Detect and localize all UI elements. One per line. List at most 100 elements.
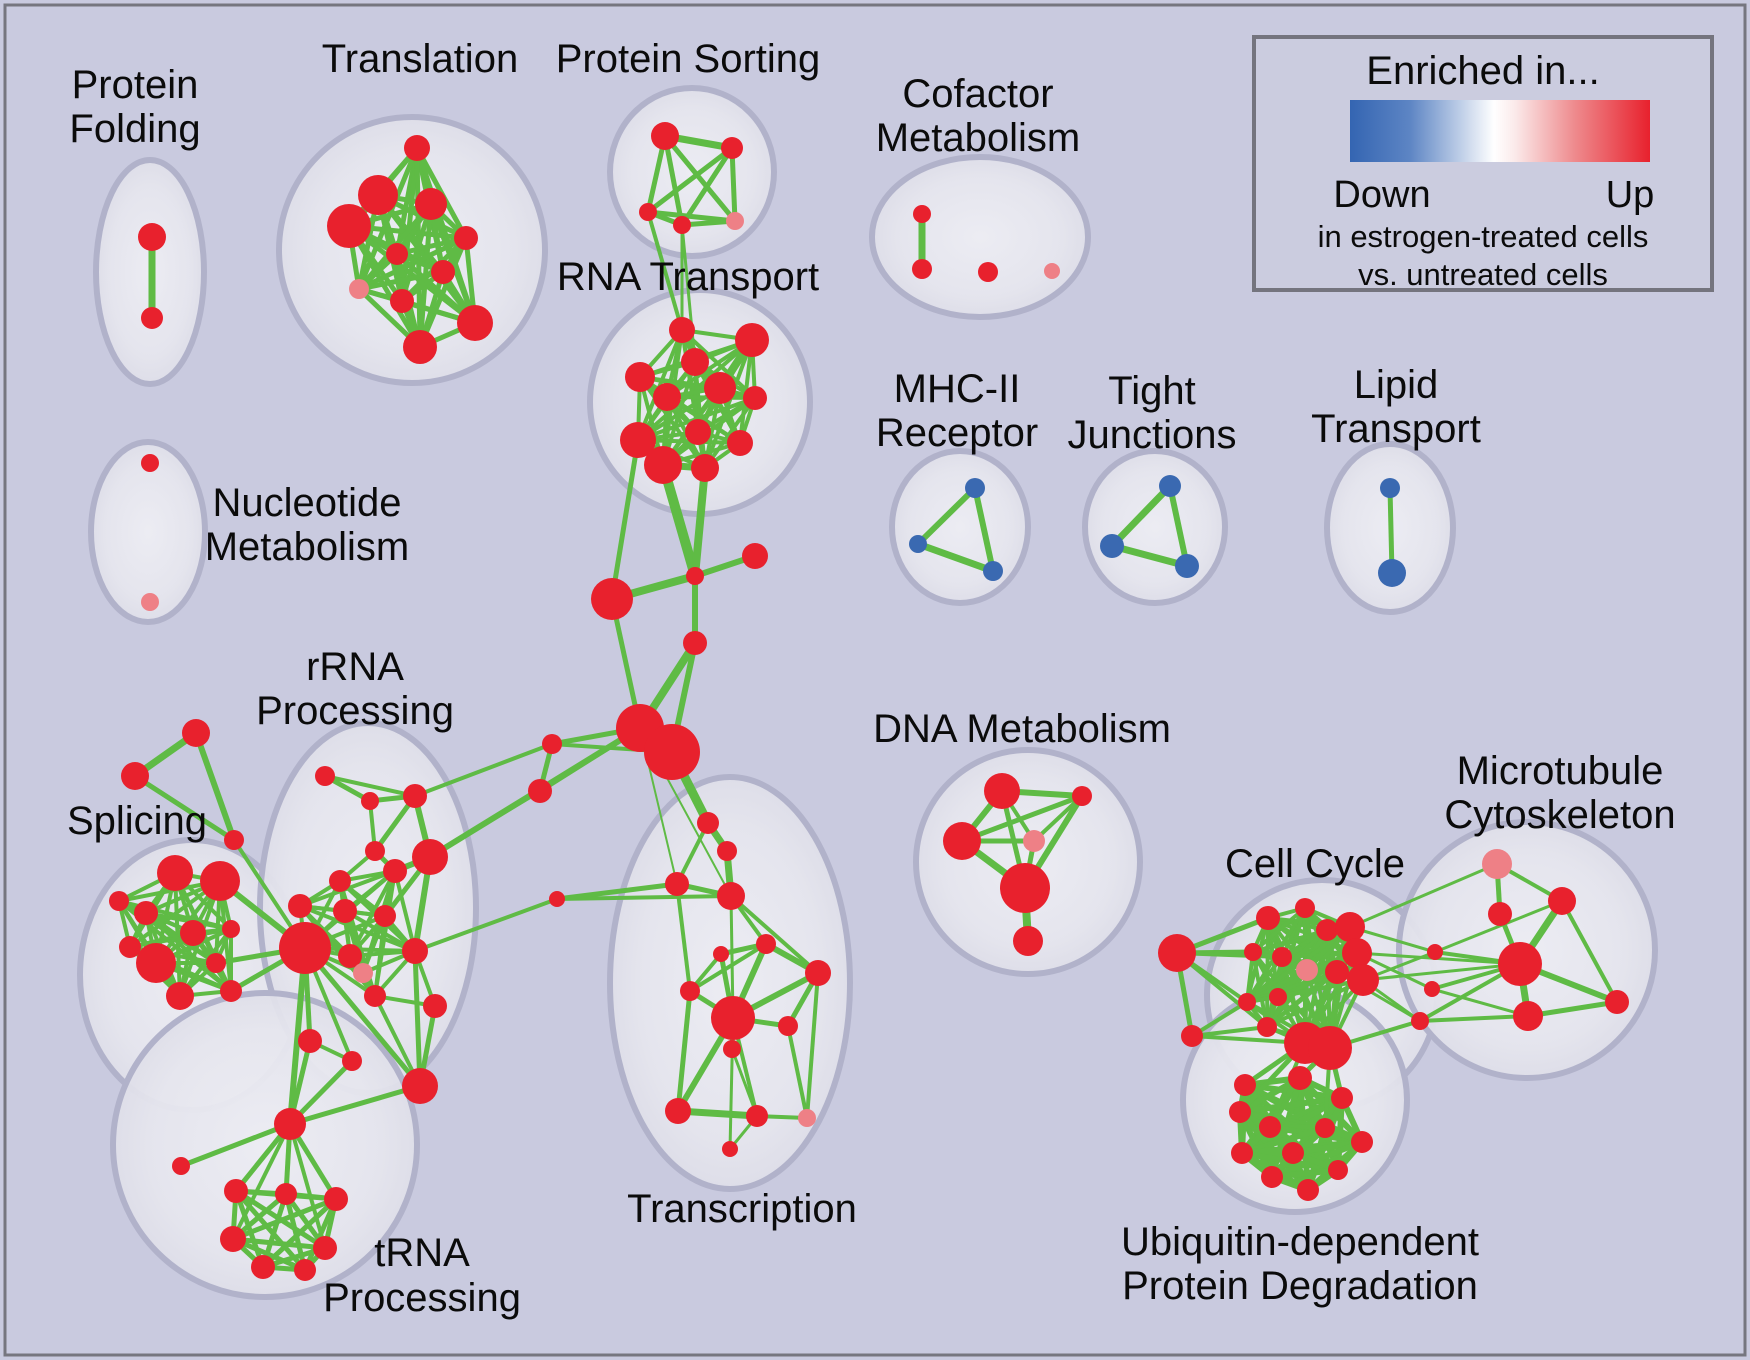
node-trna_processing-hub: [274, 1108, 306, 1140]
node-rrna_processing-h: [288, 894, 312, 918]
edge-rrna_processing.j-rrna_processing.n: [373, 915, 387, 997]
edge-rrna_processing.l-rrna_processing.r: [412, 950, 423, 1087]
edge-lipid_transport.a-lipid_transport.b: [1387, 487, 1395, 574]
node-microtubule_cytoskeleton-b: [1488, 902, 1512, 926]
label-rna_transport: RNA Transport: [557, 255, 819, 299]
node-ubiquitin_degradation-g: [1351, 1131, 1373, 1153]
edge-transcription.c-transcription.g: [675, 883, 692, 992]
edge-hub.i-transcription.d: [556, 894, 732, 901]
node-ubiquitin_degradation-f: [1315, 1118, 1335, 1138]
node-translation-d: [415, 188, 447, 220]
cluster-tight_junctions: [1082, 448, 1228, 606]
edge-protein_sorting.d-rna_transport.d: [680, 224, 697, 363]
node-splicing-f: [119, 936, 141, 958]
node-protein_sorting-d: [673, 216, 691, 234]
node-rrna_processing-p: [298, 1029, 322, 1053]
edge-rrna_processing.f-rrna_processing.l: [393, 870, 417, 952]
edge-ubiquitin_degradation.j-ubiquitin_degradation.k: [1271, 1167, 1339, 1180]
node-rna_transport-c: [625, 362, 655, 392]
node-trna_processing-r4: [220, 1226, 246, 1252]
edge-trna_processing.r3-trna_processing.r4: [232, 1196, 337, 1242]
node-ubiquitin_degradation-c: [1331, 1087, 1353, 1109]
node-protein_folding-b: [141, 307, 163, 329]
edge-tight_junctions.b-tight_junctions.c: [1111, 542, 1188, 570]
node-hub-c: [742, 543, 768, 569]
node-cell_cycle-j: [1347, 964, 1379, 996]
node-rrna_processing-g: [412, 839, 448, 875]
edge-trna_processing.hub-trna_processing.iso: [180, 1121, 291, 1169]
node-transcription-d: [717, 882, 745, 910]
node-nucleotide_metabolism-a: [141, 454, 159, 472]
node-tight_junctions-a: [1159, 475, 1181, 497]
node-microtubule_cytoskeleton-x2: [1424, 981, 1440, 997]
label-trna_processing: tRNA Processing: [323, 1231, 521, 1320]
edge-translation.e-translation.h: [357, 235, 468, 292]
edge-cell_cycle.s1-cell_cycle.m: [1191, 1025, 1268, 1038]
node-rrna_processing-f: [383, 859, 407, 883]
label-cell_cycle: Cell Cycle: [1225, 842, 1405, 886]
edge-hub.i-transcription.c: [556, 881, 678, 902]
node-nucleotide_metabolism-b: [141, 593, 159, 611]
node-cell_cycle-m: [1257, 1017, 1277, 1037]
edge-rrna_processing.a-rrna_processing.c: [324, 774, 416, 798]
node-microtubule_cytoskeleton-x1: [1427, 944, 1443, 960]
node-hub-h: [528, 779, 552, 803]
node-transcription-o: [722, 1141, 738, 1157]
node-dna_metabolism-e: [1000, 863, 1050, 913]
edge-cell_cycle.j-microtubule_cytoskeleton.hub: [1362, 962, 1521, 982]
node-microtubule_cytoskeleton-d: [1513, 1001, 1543, 1031]
node-splicing-t3: [224, 830, 244, 850]
node-rrna_processing-e: [329, 870, 351, 892]
edge-trna_processing.r4-trna_processing.r5: [232, 1236, 326, 1251]
node-tight_junctions-c: [1175, 554, 1199, 578]
cluster-labels-layer: Protein Folding Translation Protein Sorting…: [67, 37, 1676, 1320]
node-protein_sorting-e: [726, 212, 744, 230]
node-cofactor_metabolism-d: [1044, 263, 1060, 279]
node-hub-i: [549, 891, 565, 907]
node-splicing-j: [220, 980, 242, 1002]
node-splicing-b: [200, 861, 240, 901]
node-rrna_processing-k: [338, 944, 362, 968]
node-cofactor_metabolism-b: [912, 259, 932, 279]
node-mhc_ii_receptor-c: [983, 561, 1003, 581]
node-transcription-c: [665, 872, 689, 896]
legend-gradient-bar: [1350, 100, 1650, 162]
node-protein_sorting-a: [651, 122, 679, 150]
edge-rrna_processing.hub-rrna_processing.r: [303, 946, 422, 1088]
label-rrna_processing: rRNA Processing: [256, 645, 454, 733]
edge-rna_transport.i-hub.b: [609, 439, 641, 600]
node-translation-j: [457, 305, 493, 341]
edge-tight_junctions.a-tight_junctions.c: [1167, 485, 1190, 567]
edge-protein_sorting.b-protein_sorting.c: [646, 146, 734, 214]
edge-microtubule_cytoskeleton.x1-microtubule_cytoskeleton.a: [1434, 899, 1563, 954]
node-protein_sorting-c: [639, 203, 657, 221]
cluster-nucleotide_metabolism: [88, 439, 208, 625]
node-rna_transport-d: [681, 348, 709, 376]
node-translation-c: [327, 204, 371, 248]
node-rna_transport-k: [644, 446, 682, 484]
edge-transcription.g-transcription.l: [675, 990, 693, 1112]
node-mhc_ii_receptor-a: [965, 478, 985, 498]
node-microtubule_cytoskeleton-pk: [1482, 849, 1512, 879]
node-rna_transport-b: [735, 323, 769, 357]
nodes-layer: [109, 122, 1629, 1281]
node-tight_junctions-b: [1100, 534, 1124, 558]
node-ubiquitin_degradation-e: [1259, 1116, 1281, 1138]
node-rrna_processing-q: [342, 1051, 362, 1071]
node-cell_cycle-i: [1325, 960, 1349, 984]
node-ubiquitin_degradation-d: [1229, 1101, 1251, 1123]
node-transcription-g: [680, 981, 700, 1001]
node-rrna_processing-o: [353, 963, 373, 983]
node-rrna_processing-b: [361, 792, 379, 810]
label-dna_metabolism: DNA Metabolism: [873, 707, 1171, 751]
edge-cell_cycle.big-cell_cycle.m: [1175, 951, 1269, 1029]
node-transcription-b: [717, 841, 737, 861]
node-rna_transport-e: [653, 383, 681, 411]
label-ubiquitin_degradation: Ubiquitin-dependent Protein Degradation: [1121, 1220, 1479, 1308]
label-mhc_ii_receptor: MHC-II Receptor: [876, 367, 1038, 455]
node-trna_processing-iso: [172, 1157, 190, 1175]
node-hub-b: [591, 578, 633, 620]
node-ubiquitin_degradation-j: [1328, 1160, 1348, 1180]
node-trna_processing-r6: [251, 1255, 275, 1279]
node-trna_processing-r7: [294, 1259, 316, 1281]
